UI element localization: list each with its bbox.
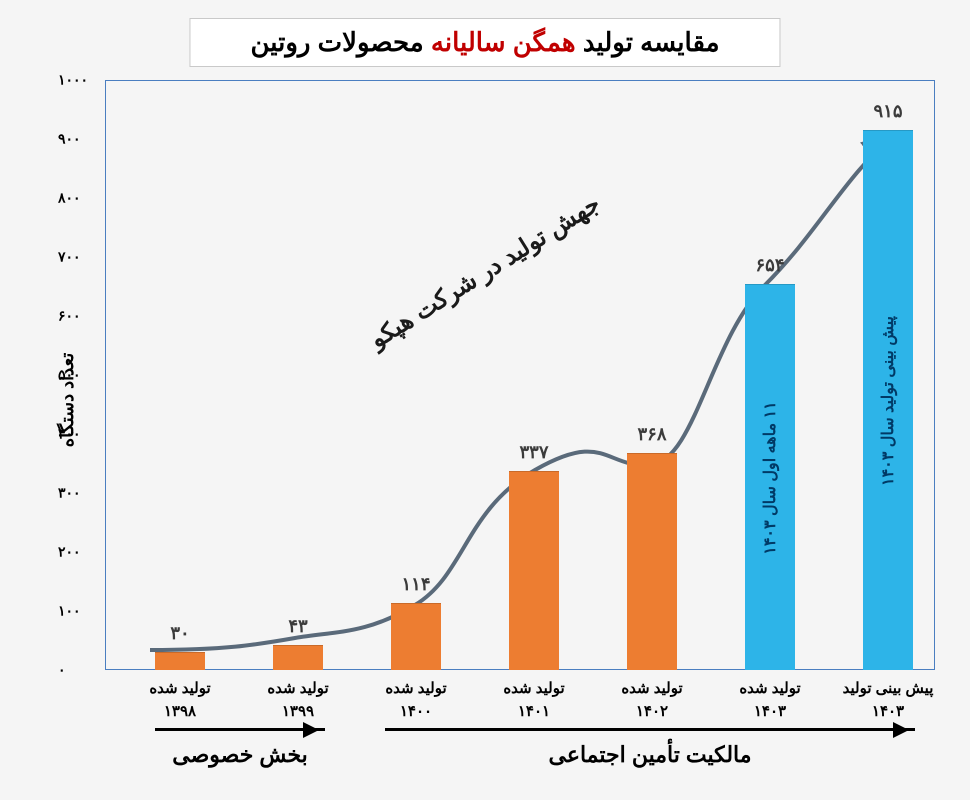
bar-value-label: ۱۱۴	[366, 574, 466, 595]
plot-area: ۳۰ ۴۳ ۱۱۴ ۳۳۷ ۳۶۸ ۱۱ ماهه اول سال ۱۴۰۳ ۶۵۴ پیش …	[105, 80, 935, 670]
bar	[391, 603, 441, 670]
x-category-label: تولید شده۱۴۰۰	[385, 678, 446, 723]
x-category-label: پیش بینی تولید۱۴۰۳	[843, 678, 934, 723]
bar-inline-label: ۱۱ ماهه اول سال ۱۴۰۳	[760, 401, 780, 555]
x-category-label: تولید شده۱۴۰۲	[621, 678, 682, 723]
bar	[155, 652, 205, 670]
x-category-label: تولید شده۱۳۹۹	[267, 678, 328, 723]
chart-title: مقایسه تولید همگن سالیانه محصولات روتین	[189, 18, 780, 67]
bar-value-label: ۶۵۴	[720, 255, 820, 276]
x-category-label: تولید شده۱۳۹۸	[149, 678, 210, 723]
y-tick: ۳۰۰	[58, 485, 98, 502]
y-tick: ۸۰۰	[58, 190, 98, 207]
bar-inline-label: پیش بینی تولید سال ۱۴۰۳	[878, 316, 898, 486]
bar-value-label: ۳۳۷	[484, 442, 584, 463]
bar: پیش بینی تولید سال ۱۴۰۳	[863, 130, 913, 670]
title-accent: همگن سالیانه	[431, 27, 576, 57]
x-category-label: تولید شده۱۴۰۳	[739, 678, 800, 723]
y-tick: ۲۰۰	[58, 544, 98, 561]
group-label: بخش خصوصی	[172, 742, 308, 768]
title-post: محصولات روتین	[250, 27, 423, 57]
bar	[273, 645, 323, 670]
y-tick: ۴۰۰	[58, 426, 98, 443]
y-tick: ۵۰۰	[58, 367, 98, 384]
group-arrow	[155, 728, 325, 731]
group-label: مالکیت تأمین اجتماعی	[548, 742, 751, 768]
y-tick: ۷۰۰	[58, 249, 98, 266]
bar-value-label: ۳۶۸	[602, 424, 702, 445]
title-pre: مقایسه تولید	[583, 27, 720, 57]
x-category-label: تولید شده۱۴۰۱	[503, 678, 564, 723]
bar-value-label: ۴۳	[248, 616, 348, 637]
bar-value-label: ۳۰	[130, 623, 230, 644]
y-tick: ۱۰۰	[58, 603, 98, 620]
y-tick: ۱۰۰۰	[58, 72, 98, 89]
bar	[509, 471, 559, 670]
bar	[627, 453, 677, 670]
group-arrow	[385, 728, 915, 731]
y-tick: ۰	[58, 662, 98, 679]
bar: ۱۱ ماهه اول سال ۱۴۰۳	[745, 284, 795, 670]
y-tick: ۹۰۰	[58, 131, 98, 148]
bar-value-label: ۹۱۵	[838, 101, 938, 122]
annotation-text: جهش تولید در شرکت هپکو	[365, 189, 606, 354]
y-tick: ۶۰۰	[58, 308, 98, 325]
